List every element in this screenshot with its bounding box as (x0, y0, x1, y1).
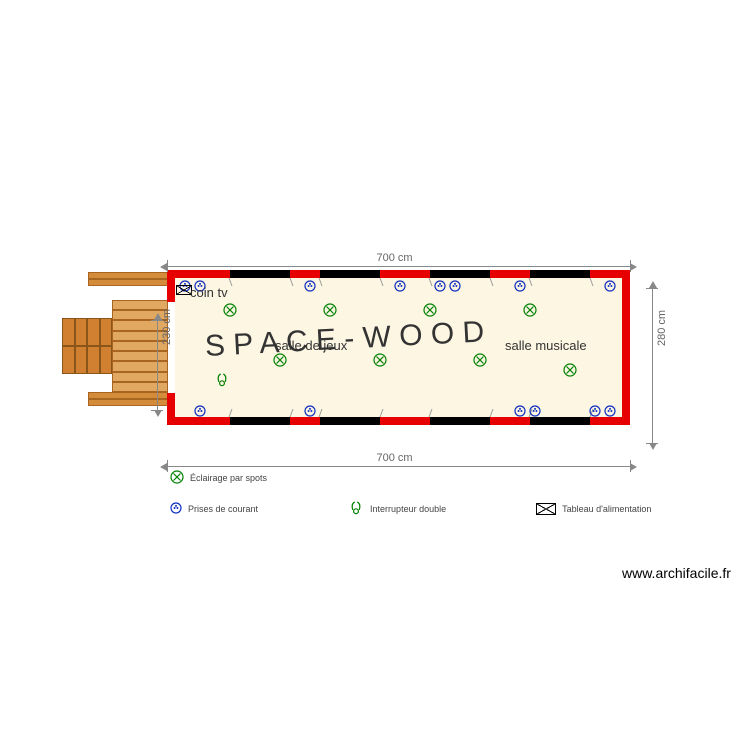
power-outlet-icon (304, 279, 316, 297)
lighting-spot-icon (473, 353, 487, 372)
power-outlet-icon (194, 404, 206, 422)
power-outlet-icon (604, 279, 616, 297)
power-outlet-icon (304, 404, 316, 422)
lighting-spot-icon (373, 353, 387, 372)
power-outlet-icon (604, 404, 616, 422)
legend: Éclairage par spots Prises de courant In… (170, 470, 691, 518)
legend-item-switch: Interrupteur double (348, 500, 446, 518)
lighting-spot-icon (170, 470, 184, 486)
wall-left (167, 270, 175, 302)
lighting-spot-icon (523, 303, 537, 322)
watermark-link[interactable]: www.archifacile.fr (622, 565, 731, 581)
double-switch-icon (214, 372, 230, 393)
legend-item-lighting: Éclairage par spots (170, 470, 267, 486)
power-outlet-icon (170, 502, 182, 516)
lighting-spot-icon (563, 363, 577, 382)
power-outlet-icon (394, 279, 406, 297)
legend-label: Éclairage par spots (190, 473, 267, 483)
power-outlet-icon (589, 404, 601, 422)
lighting-spot-icon (323, 303, 337, 322)
power-outlet-icon (529, 404, 541, 422)
double-switch-icon (348, 500, 364, 518)
legend-item-panel: Tableau d'alimentation (536, 503, 651, 515)
legend-label: Tableau d'alimentation (562, 504, 651, 514)
room-label-salle-musicale: salle musicale (505, 338, 587, 353)
legend-item-outlet: Prises de courant (170, 502, 258, 516)
floor-plan-canvas: coin tv salle de jeux salle musicale S P… (0, 0, 750, 750)
power-outlet-icon (449, 279, 461, 297)
room-label-coin-tv: coin tv (190, 285, 228, 300)
wall-right (622, 270, 630, 425)
power-outlet-icon (434, 279, 446, 297)
legend-label: Interrupteur double (370, 504, 446, 514)
lighting-spot-icon (223, 303, 237, 322)
power-outlet-icon (514, 279, 526, 297)
legend-label: Prises de courant (188, 504, 258, 514)
distribution-panel-icon (536, 503, 556, 515)
power-outlet-icon (514, 404, 526, 422)
